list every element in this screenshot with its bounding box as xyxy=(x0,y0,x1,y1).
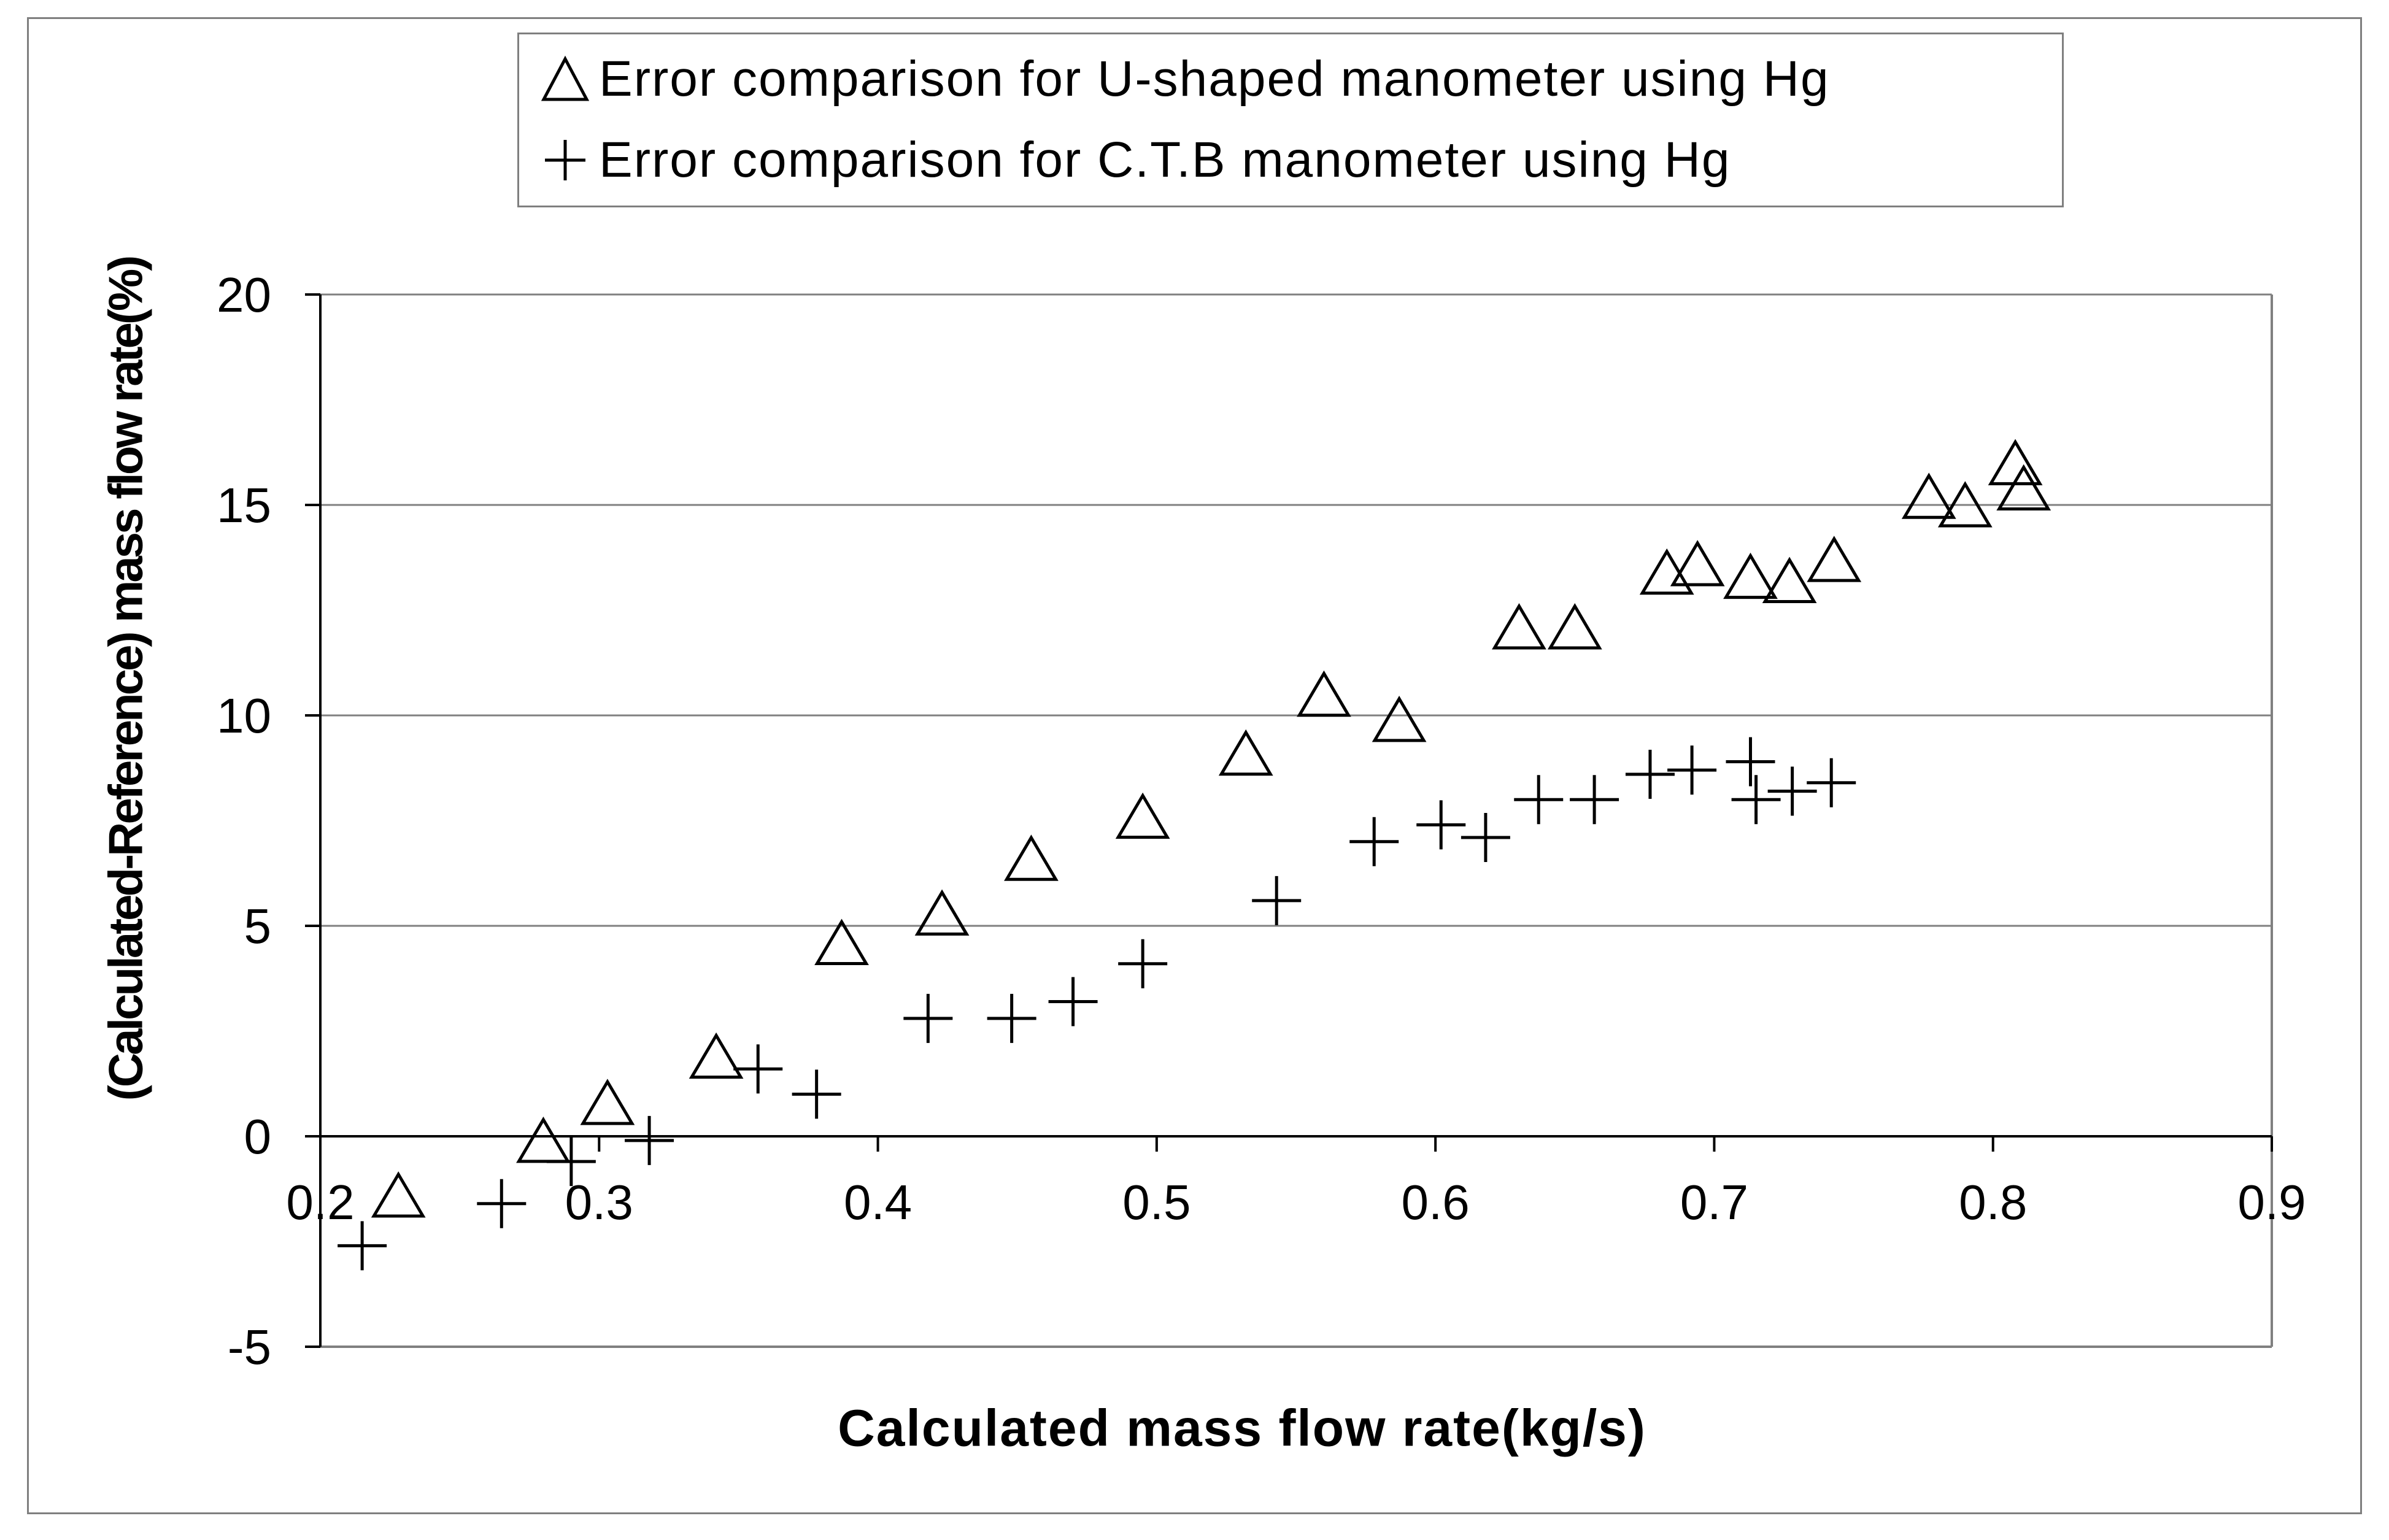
data-point-triangle xyxy=(371,1171,426,1218)
x-tick-label: 0.6 xyxy=(1402,1175,1470,1230)
legend-item-ctb: Error comparison for C.T.B manometer usi… xyxy=(531,123,1731,197)
data-point-triangle xyxy=(1937,481,1993,528)
y-tick-label: 5 xyxy=(244,899,272,953)
legend-label-u-shaped: Error comparison for U-shaped manometer … xyxy=(599,51,1830,107)
data-point-triangle xyxy=(1547,603,1602,650)
y-tick-label: 20 xyxy=(217,268,271,322)
data-point-triangle xyxy=(1004,834,1059,881)
data-point-triangle xyxy=(689,1032,744,1079)
gridlines xyxy=(320,293,2272,1138)
data-point-cross xyxy=(1118,939,1168,988)
data-point-triangle xyxy=(1988,439,2043,485)
data-point-cross xyxy=(1767,766,1817,816)
y-tick-label: 10 xyxy=(217,688,271,743)
data-point-cross xyxy=(1726,737,1775,787)
data-point-cross xyxy=(1252,876,1302,925)
data-point-cross xyxy=(338,1221,387,1271)
x-tick-label: 0.8 xyxy=(1959,1175,2027,1230)
data-point-triangle xyxy=(516,1116,571,1163)
data-point-cross xyxy=(625,1115,674,1165)
data-point-triangle xyxy=(1762,556,1817,603)
data-point-cross xyxy=(1625,750,1675,799)
data-point-cross xyxy=(546,1137,596,1187)
legend: Error comparison for U-shaped manometer … xyxy=(517,33,2064,207)
data-point-triangle xyxy=(914,889,970,936)
data-point-cross xyxy=(1807,758,1856,807)
axes xyxy=(305,293,2273,1348)
cross-icon xyxy=(531,126,599,194)
data-point-triangle xyxy=(1670,540,1725,587)
legend-label-ctb: Error comparison for C.T.B manometer usi… xyxy=(599,132,1731,188)
x-axis-label: Calculated mass flow rate(kg/s) xyxy=(838,1399,1646,1457)
x-tick-label: 0.9 xyxy=(2237,1175,2306,1230)
data-point-cross xyxy=(987,993,1036,1043)
x-tick-label: 0.5 xyxy=(1122,1175,1191,1230)
data-point-triangle xyxy=(1218,729,1273,776)
data-point-triangle xyxy=(1996,464,2051,511)
x-tick-label: 0.7 xyxy=(1680,1175,1748,1230)
data-point-triangle xyxy=(814,918,869,965)
data-point-cross xyxy=(1667,745,1717,795)
x-tick-label: 0.4 xyxy=(844,1175,912,1230)
data-point-cross xyxy=(1731,775,1781,825)
data-point-cross xyxy=(1048,977,1098,1026)
data-point-triangle xyxy=(1807,536,1862,582)
triangle-icon xyxy=(531,45,599,113)
data-point-triangle xyxy=(1901,472,1956,519)
data-point-triangle xyxy=(1492,603,1546,650)
data-point-cross xyxy=(733,1044,783,1094)
data-point-cross xyxy=(792,1069,841,1119)
y-tick-label: 15 xyxy=(217,478,271,533)
data-point-cross xyxy=(1461,812,1510,862)
data-point-triangle xyxy=(1297,670,1351,717)
data-point-triangle xyxy=(580,1079,635,1125)
data-point-triangle xyxy=(1639,548,1694,595)
data-point-triangle xyxy=(1115,792,1170,839)
tick-labels: -5 0 5 10 15 20 0.2 0.3 0.4 0.5 0.6 0.7 0.8 0.9 xyxy=(217,268,2306,1374)
x-tick-label: 0.3 xyxy=(565,1175,633,1230)
data-point-cross xyxy=(1349,817,1399,866)
y-tick-label: -5 xyxy=(228,1320,271,1374)
x-tick-label: 0.2 xyxy=(286,1175,354,1230)
data-point-cross xyxy=(1570,775,1619,825)
chart-frame xyxy=(27,17,2362,1514)
data-point-triangle xyxy=(1723,552,1778,599)
data-points xyxy=(338,439,2051,1271)
legend-item-u-shaped: Error comparison for U-shaped manometer … xyxy=(531,42,1830,116)
y-tick-label: 0 xyxy=(244,1109,272,1164)
data-point-cross xyxy=(1416,800,1466,850)
data-point-cross xyxy=(1514,775,1564,825)
data-point-cross xyxy=(477,1179,527,1228)
y-axis-label: (Calculated-Reference) mass flow rate(%) xyxy=(98,257,153,1101)
data-point-cross xyxy=(903,993,953,1043)
data-point-triangle xyxy=(1372,695,1427,742)
